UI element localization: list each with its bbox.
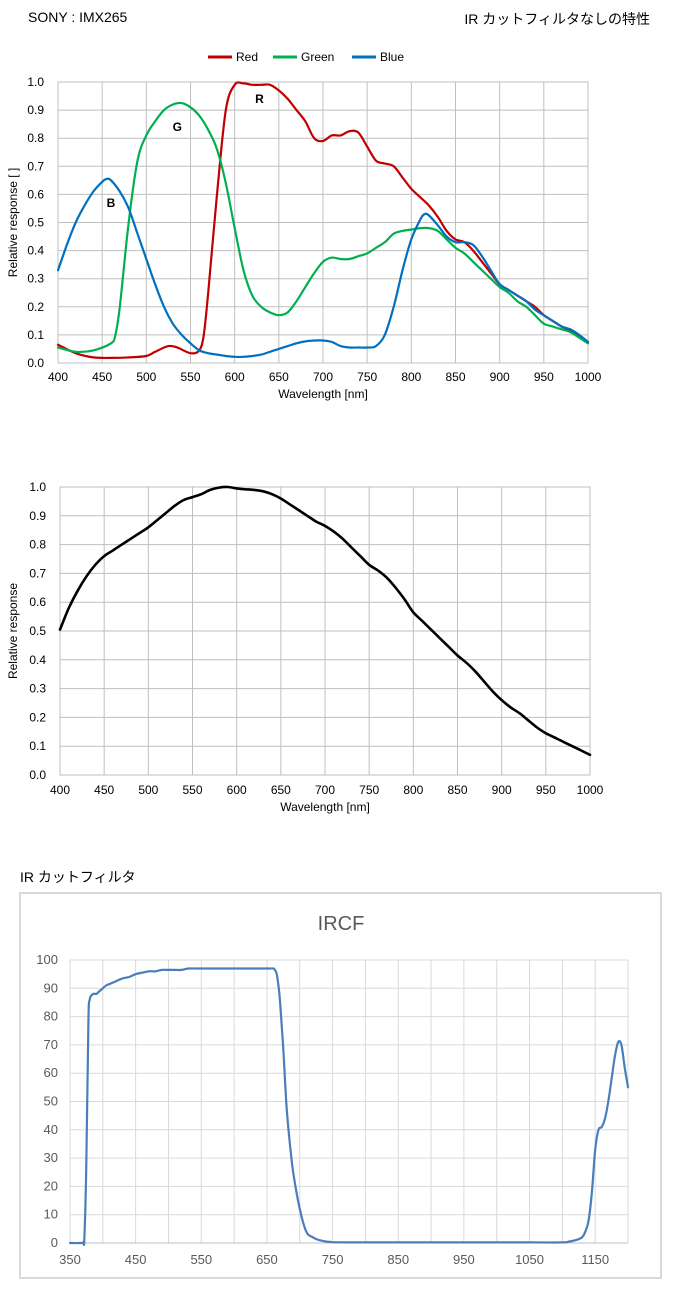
series-line-2-0	[68, 967, 630, 1246]
x-tick-label: 700	[315, 783, 335, 797]
y-tick-label: 90	[44, 980, 58, 995]
plot-frame	[59, 486, 591, 776]
ircf-chart-frame	[19, 892, 662, 1279]
y-tick-label: 0.6	[29, 595, 46, 609]
plot-frame	[57, 81, 589, 364]
y-axis-label: Relative response [ ]	[6, 168, 20, 277]
y-tick-label: 0.7	[27, 159, 44, 173]
x-axis-label: Wavelength [nm]	[280, 800, 370, 814]
x-tick-label: 550	[180, 370, 200, 384]
series-line-blue	[56, 177, 590, 359]
y-tick-label: 0.5	[27, 216, 44, 230]
y-tick-label: 1.0	[29, 480, 46, 494]
curve-annotation-r: R	[255, 92, 264, 106]
legend-label-blue: Blue	[380, 50, 404, 64]
y-tick-label: 0.3	[27, 272, 44, 286]
sensor-title: SONY : IMX265	[28, 9, 128, 25]
x-tick-label: 900	[492, 783, 512, 797]
x-tick-label: 600	[227, 783, 247, 797]
x-tick-label: 700	[313, 370, 333, 384]
x-tick-label: 650	[269, 370, 289, 384]
y-tick-label: 0.4	[29, 653, 46, 667]
y-tick-label: 0.1	[29, 739, 46, 753]
rgb-spectral-response-chart: 0.0 0.1 0.2 0.3 0.4 0.5 0.6 0.7 0.8 0.9 1.0 400 450 5…	[6, 50, 602, 401]
y-tick-label: 0.2	[29, 710, 46, 724]
chart-title: IRCF	[318, 913, 365, 935]
x-tick-label: 1150	[581, 1252, 609, 1267]
y-tick-label: 0.1	[27, 328, 44, 342]
curve-annotation-b: B	[107, 196, 116, 210]
y-tick-label: 50	[44, 1094, 58, 1109]
x-tick-label: 1000	[575, 370, 602, 384]
y-tick-label: 80	[44, 1009, 58, 1024]
mono-spectral-response-chart: 0.0 0.1 0.2 0.3 0.4 0.5 0.6 0.7 0.8 0.9 1.0 400 450 5…	[6, 480, 604, 814]
x-tick-label: 450	[92, 370, 112, 384]
y-tick-label: 0.9	[27, 103, 44, 117]
x-tick-label: 450	[125, 1252, 147, 1267]
x-tick-label: 550	[182, 783, 202, 797]
x-tick-label: 950	[453, 1252, 475, 1267]
x-tick-label: 600	[225, 370, 245, 384]
ircf-transmission-chart: 0 10 20 30 40 50 60 70 80 90 100 350 450 550 650 750 850…	[36, 913, 630, 1267]
y-tick-label: 10	[44, 1207, 58, 1222]
x-tick-label: 850	[447, 783, 467, 797]
y-tick-label: 0.9	[29, 509, 46, 523]
x-tick-label: 750	[359, 783, 379, 797]
x-tick-label: 500	[138, 783, 158, 797]
y-tick-label: 60	[44, 1065, 58, 1080]
y-tick-label: 0.2	[27, 300, 44, 314]
series-line-1-0	[58, 485, 592, 757]
x-tick-label: 400	[50, 783, 70, 797]
x-tick-label: 650	[256, 1252, 278, 1267]
x-tick-label: 950	[536, 783, 556, 797]
curve-annotation-g: G	[173, 120, 182, 134]
x-tick-label: 400	[48, 370, 68, 384]
x-tick-label: 850	[387, 1252, 409, 1267]
y-tick-label: 70	[44, 1037, 58, 1052]
x-tick-label: 750	[322, 1252, 344, 1267]
y-tick-label: 40	[44, 1122, 58, 1137]
legend-label-red: Red	[236, 50, 258, 64]
ir-cut-note: IR カットフィルタなしの特性	[464, 11, 650, 27]
y-tick-label: 0.8	[29, 538, 46, 552]
x-tick-label: 350	[59, 1252, 81, 1267]
y-tick-label: 0.0	[29, 768, 46, 782]
y-tick-label: 1.0	[27, 75, 44, 89]
y-tick-label: 0.4	[27, 244, 44, 258]
y-tick-label: 0.3	[29, 682, 46, 696]
y-tick-label: 0.0	[27, 356, 44, 370]
x-tick-label: 500	[136, 370, 156, 384]
x-axis-label: Wavelength [nm]	[278, 387, 368, 401]
x-tick-label: 950	[534, 370, 554, 384]
y-tick-label: 0.7	[29, 566, 46, 580]
x-tick-label: 750	[357, 370, 377, 384]
y-tick-label: 20	[44, 1178, 58, 1193]
y-tick-label: 0.5	[29, 624, 46, 638]
y-tick-label: 30	[44, 1150, 58, 1165]
x-tick-label: 1050	[515, 1252, 544, 1267]
x-tick-label: 850	[445, 370, 465, 384]
y-tick-label: 0	[51, 1235, 58, 1250]
y-tick-label: 0.6	[27, 187, 44, 201]
ircf-section-title: IR カットフィルタ	[20, 869, 136, 885]
x-tick-label: 900	[490, 370, 510, 384]
series-line-green	[56, 101, 590, 354]
x-tick-label: 550	[190, 1252, 212, 1267]
x-tick-label: 650	[271, 783, 291, 797]
x-tick-label: 800	[403, 783, 423, 797]
x-tick-label: 1000	[577, 783, 604, 797]
y-axis-label: Relative response	[6, 583, 20, 679]
legend-label-green: Green	[301, 50, 334, 64]
y-tick-label: 0.8	[27, 131, 44, 145]
x-tick-label: 800	[401, 370, 421, 384]
x-tick-label: 450	[94, 783, 114, 797]
y-tick-label: 100	[36, 952, 58, 967]
